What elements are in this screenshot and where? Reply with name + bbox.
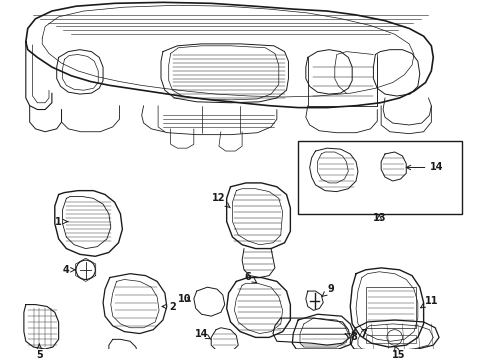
Text: 3: 3: [0, 359, 1, 360]
Text: 2: 2: [162, 302, 176, 311]
Text: 4: 4: [63, 265, 75, 275]
Bar: [366, 287, 416, 328]
Text: 8: 8: [345, 332, 358, 342]
Text: 11: 11: [421, 296, 438, 308]
Text: 13: 13: [372, 213, 386, 223]
Text: 9: 9: [322, 284, 334, 296]
Text: 14: 14: [195, 329, 211, 339]
Text: 5: 5: [36, 344, 43, 360]
Bar: [298, 141, 462, 214]
Text: 6: 6: [245, 271, 257, 283]
Text: 14: 14: [406, 162, 444, 172]
Text: 10: 10: [178, 294, 192, 304]
Text: 15: 15: [392, 346, 405, 360]
Text: 7: 7: [352, 329, 367, 338]
Text: 12: 12: [212, 193, 230, 208]
Text: 1: 1: [55, 216, 68, 226]
Bar: [366, 336, 416, 343]
